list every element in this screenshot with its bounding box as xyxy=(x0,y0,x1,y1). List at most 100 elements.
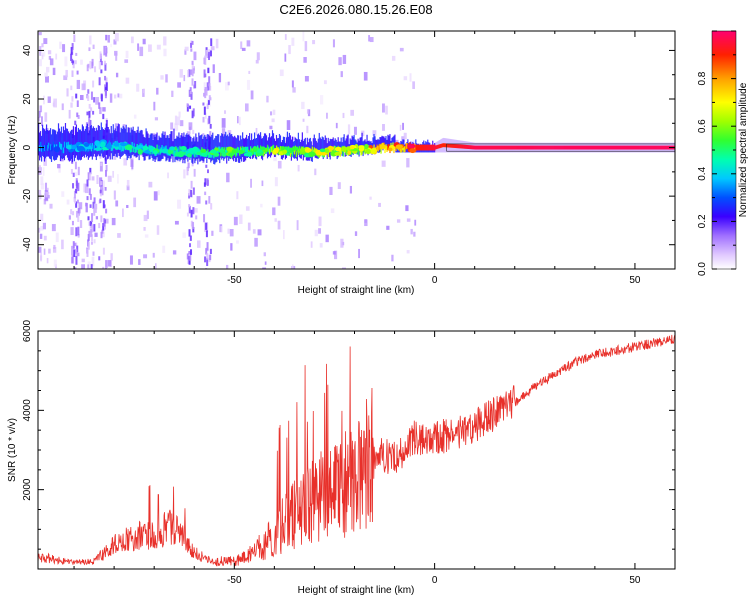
spectrogram-noise-mark xyxy=(190,48,193,52)
spectrogram-ridge-mark xyxy=(667,145,669,150)
spectrogram-ridge-mark xyxy=(421,144,423,151)
spectrogram-band-mark xyxy=(257,133,260,157)
spectrogram-ridge-mark xyxy=(207,149,209,156)
spectrogram-ridge-mark xyxy=(384,147,386,154)
spectrogram-band-mark xyxy=(393,135,395,148)
spectrogram-y-ticks: -40 -20 0 20 40 xyxy=(22,44,675,270)
spectrogram-band-mark xyxy=(130,127,132,158)
spectrogram-blob-mark xyxy=(76,145,85,152)
spectrogram-ridge-mark xyxy=(634,145,636,150)
spectrogram-ridge-mark xyxy=(244,146,246,153)
spectrogram-ridge-mark xyxy=(498,145,501,150)
spectrogram-noise-mark xyxy=(102,113,105,120)
spectrogram-ridge-mark xyxy=(298,146,301,153)
spectrogram-noise-mark xyxy=(77,226,80,236)
spectrogram-noise-mark xyxy=(40,213,44,221)
spectrogram-noise-mark xyxy=(130,36,134,44)
spectrogram-blob-mark xyxy=(370,148,376,155)
spectrogram-ridge-mark xyxy=(94,143,97,150)
spectrogram-noise-mark xyxy=(205,222,208,230)
spectrogram-ridge-mark xyxy=(633,145,635,150)
spectrogram-noise-mark xyxy=(391,254,394,262)
spectrogram-noise-mark xyxy=(139,46,144,57)
spectrogram-ridge-mark xyxy=(41,145,44,152)
spectrogram-noise-mark xyxy=(247,222,251,231)
spectrogram-band-mark xyxy=(206,138,208,164)
spectrogram-noise-mark xyxy=(91,213,94,222)
spectrogram-band-mark xyxy=(75,124,78,156)
spectrogram-noise-mark xyxy=(190,91,193,100)
spectrogram-ridge-mark xyxy=(453,143,455,148)
spectrogram-ridge-mark xyxy=(151,148,153,155)
spectrogram-ridge-mark xyxy=(473,145,476,150)
spectrogram-noise-mark xyxy=(342,267,346,269)
spectrogram-noise-mark xyxy=(354,231,358,236)
spectrogram-band-mark xyxy=(212,132,214,160)
spectrogram-noise-mark xyxy=(208,83,211,87)
spectrogram-noise-mark xyxy=(99,191,102,197)
spectrogram-noise-mark xyxy=(144,234,149,238)
spectrogram-noise-mark xyxy=(382,124,385,131)
spectrogram-noise-mark xyxy=(342,112,345,119)
spectrogram-band-mark xyxy=(309,137,311,159)
spectrogram-band-mark xyxy=(270,136,273,156)
spectrogram-ridge-mark xyxy=(336,148,338,155)
spectrogram-band-mark xyxy=(132,126,134,155)
spectrogram-ridge-mark xyxy=(193,150,195,157)
spectrogram-band-mark xyxy=(268,133,271,156)
spectrogram-band-mark xyxy=(61,133,64,160)
spectrogram-noise-mark xyxy=(88,117,91,127)
spectrogram-noise-mark xyxy=(75,93,78,99)
spectrogram-noise-mark xyxy=(244,103,249,112)
spectrogram-band-mark xyxy=(145,128,147,157)
snr-plot-area xyxy=(38,331,675,569)
spectrogram-y-tick-label: -40 xyxy=(22,237,33,252)
spectrogram-noise-mark xyxy=(105,164,108,172)
spectrogram-noise-mark xyxy=(87,216,90,221)
spectrogram-ridge-mark xyxy=(441,143,443,148)
spectrogram-ridge-mark xyxy=(118,144,120,150)
spectrogram-ridge-mark xyxy=(188,148,190,155)
spectrogram-band-mark xyxy=(321,136,323,156)
spectrogram-noise-mark xyxy=(75,256,78,265)
spectrogram-band-mark xyxy=(210,137,212,163)
spectrogram-ridge-mark xyxy=(609,145,611,150)
spectrogram-noise-mark xyxy=(182,232,186,238)
spectrogram-band-mark xyxy=(173,128,175,157)
spectrogram-ridge-mark xyxy=(664,145,666,150)
spectrogram-ridge-mark xyxy=(428,144,430,151)
spectrogram-noise-mark xyxy=(209,123,212,129)
snr-x-axis-label: Height of straight line (km) xyxy=(298,585,415,596)
spectrogram-noise-mark xyxy=(88,188,91,196)
spectrogram-blob-mark xyxy=(304,147,312,153)
spectrogram-band-mark xyxy=(389,134,391,148)
spectrogram-ridge-mark xyxy=(243,147,245,154)
spectrogram-ridge-mark xyxy=(589,145,591,150)
spectrogram-noise-mark xyxy=(405,205,409,212)
spectrogram-noise-mark xyxy=(49,58,54,66)
spectrogram-ridge-mark xyxy=(122,145,124,152)
spectrogram-ridge-mark xyxy=(522,145,525,150)
spectrogram-band-mark xyxy=(205,136,207,159)
spectrogram-ridge-mark xyxy=(583,145,585,150)
spectrogram-ridge-mark xyxy=(586,145,588,150)
spectrogram-noise-mark xyxy=(77,234,80,238)
spectrogram-ridge-mark xyxy=(508,145,511,150)
spectrogram-noise-mark xyxy=(269,125,273,130)
spectrogram-ridge-mark xyxy=(449,143,451,148)
spectrogram-noise-mark xyxy=(75,180,78,189)
spectrogram-band-mark xyxy=(163,134,165,156)
spectrogram-noise-mark xyxy=(40,183,45,190)
spectrogram-ridge-mark xyxy=(606,145,608,150)
spectrogram-noise-mark xyxy=(330,208,335,214)
spectrogram-noise-mark xyxy=(224,82,229,91)
spectrogram-ridge-mark xyxy=(517,145,520,150)
spectrogram-band-mark xyxy=(366,134,368,149)
spectrogram-ridge-mark xyxy=(598,145,600,150)
spectrogram-noise-mark xyxy=(224,110,227,114)
spectrogram-band-mark xyxy=(93,127,95,154)
spectrogram-ridge-mark xyxy=(662,145,664,150)
spectrogram-noise-mark xyxy=(171,90,174,98)
spectrogram-noise-mark xyxy=(98,223,101,229)
spectrogram-noise-mark xyxy=(40,176,44,185)
